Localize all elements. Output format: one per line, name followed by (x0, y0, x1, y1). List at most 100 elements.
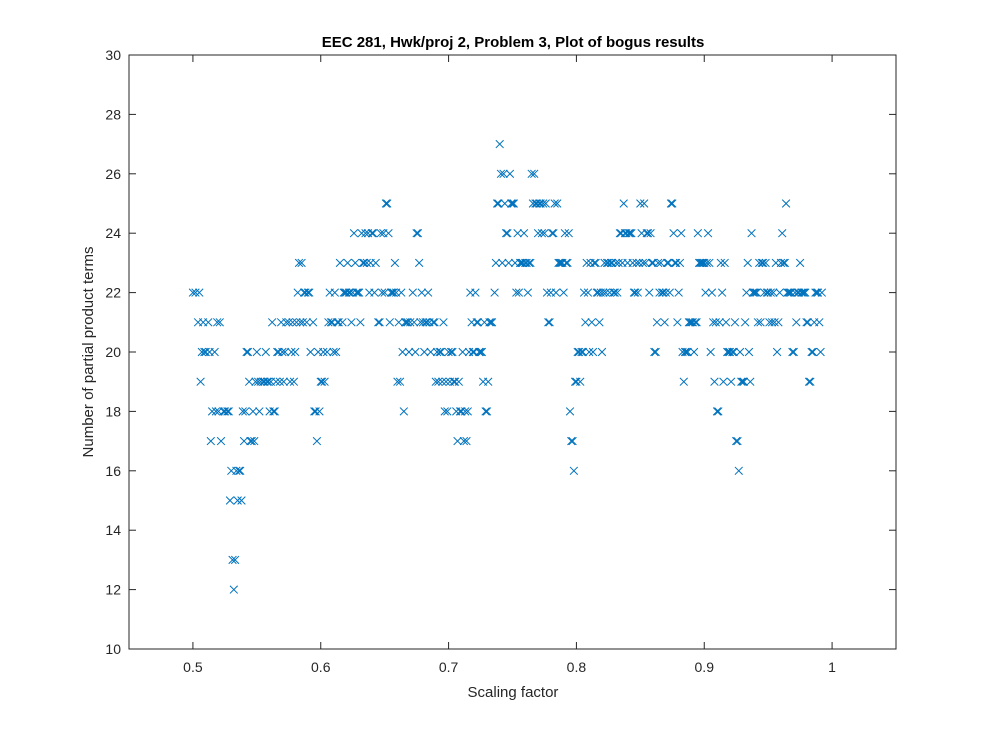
data-point-marker (659, 288, 668, 297)
data-point-marker (551, 288, 561, 297)
data-point-marker (280, 347, 290, 357)
data-point-marker (625, 228, 635, 238)
data-point-marker (370, 288, 379, 297)
data-point-marker (312, 436, 322, 446)
data-point-marker (308, 318, 318, 327)
data-point-marker (343, 258, 352, 268)
data-point-marker (302, 318, 311, 327)
data-point-marker (524, 258, 534, 268)
data-point-marker (610, 288, 619, 297)
data-point-marker (499, 169, 508, 179)
data-point-marker (808, 347, 818, 357)
data-point-marker (657, 288, 667, 297)
data-point-marker (729, 347, 738, 357)
data-point-marker (475, 347, 484, 357)
y-tick-label: 12 (105, 582, 121, 598)
data-point-marker (715, 318, 724, 327)
data-point-marker (495, 139, 504, 149)
data-point-marker (413, 228, 423, 238)
data-point-marker (781, 199, 791, 208)
data-point-marker (576, 377, 585, 386)
data-point-marker (303, 288, 313, 297)
data-point-marker (354, 288, 364, 297)
data-point-marker (311, 407, 320, 416)
data-point-marker (188, 288, 198, 297)
data-point-marker (634, 258, 644, 268)
data-point-marker (320, 377, 329, 386)
data-point-marker (732, 436, 741, 446)
data-point-marker (795, 258, 805, 268)
data-point-marker (292, 318, 301, 327)
data-point-marker (654, 258, 663, 268)
data-point-marker (523, 288, 533, 297)
data-point-marker (393, 377, 402, 386)
data-point-marker (815, 318, 824, 327)
y-tick-label: 14 (105, 522, 121, 538)
data-point-marker (789, 347, 798, 357)
data-point-marker (519, 228, 529, 238)
data-point-marker (399, 407, 409, 416)
data-point-marker (437, 377, 447, 386)
data-point-marker (246, 436, 255, 446)
y-tick-label: 24 (105, 225, 121, 241)
x-axis-label: Scaling factor (468, 684, 559, 701)
data-point-marker (813, 288, 823, 297)
data-point-marker (212, 318, 222, 327)
data-point-marker (569, 466, 579, 476)
data-point-marker (315, 407, 324, 416)
data-point-marker (708, 318, 718, 327)
data-point-marker (477, 347, 487, 357)
data-point-marker (613, 288, 622, 297)
data-point-marker (627, 228, 636, 238)
data-point-marker (237, 496, 246, 505)
data-point-marker (358, 258, 368, 268)
data-point-marker (342, 288, 351, 297)
data-point-marker (468, 347, 478, 357)
data-point-marker (705, 258, 714, 268)
data-point-marker (711, 318, 720, 327)
data-point-marker (770, 318, 779, 327)
data-point-marker (225, 496, 235, 505)
data-point-marker (233, 496, 242, 505)
data-point-marker (555, 258, 565, 268)
data-point-marker (801, 288, 810, 297)
data-point-marker (305, 288, 314, 297)
data-point-marker (243, 347, 253, 357)
data-point-marker (691, 318, 700, 327)
data-point-marker (375, 318, 384, 327)
x-tick-label: 0.5 (183, 659, 203, 675)
data-point-marker (550, 199, 559, 208)
data-point-marker (501, 228, 511, 238)
data-point-marker (647, 258, 657, 268)
data-point-marker (671, 258, 681, 268)
data-point-marker (804, 377, 814, 386)
data-point-marker (509, 199, 518, 208)
data-point-marker (439, 318, 448, 327)
data-point-marker (693, 228, 703, 238)
data-point-marker (581, 318, 590, 327)
data-point-marker (758, 258, 768, 268)
data-point-marker (196, 377, 205, 386)
data-point-marker (656, 258, 665, 268)
data-point-marker (786, 288, 796, 297)
data-point-marker (248, 407, 258, 416)
data-point-marker (614, 258, 623, 268)
data-point-marker (297, 258, 306, 268)
data-point-marker (597, 347, 607, 357)
data-point-marker (775, 288, 784, 297)
data-point-marker (463, 407, 472, 416)
data-point-marker (460, 407, 470, 416)
data-point-marker (236, 466, 245, 476)
data-point-marker (406, 318, 415, 327)
x-tick-label: 0.6 (311, 659, 331, 675)
data-point-marker (261, 347, 270, 357)
data-point-marker (701, 288, 710, 297)
data-point-marker (652, 318, 662, 327)
data-point-marker (646, 228, 655, 238)
data-point-marker (420, 347, 429, 357)
data-point-marker (402, 318, 411, 327)
data-point-marker (726, 377, 736, 386)
data-point-marker (298, 318, 308, 327)
data-point-marker (450, 377, 460, 386)
data-point-marker (384, 228, 393, 238)
